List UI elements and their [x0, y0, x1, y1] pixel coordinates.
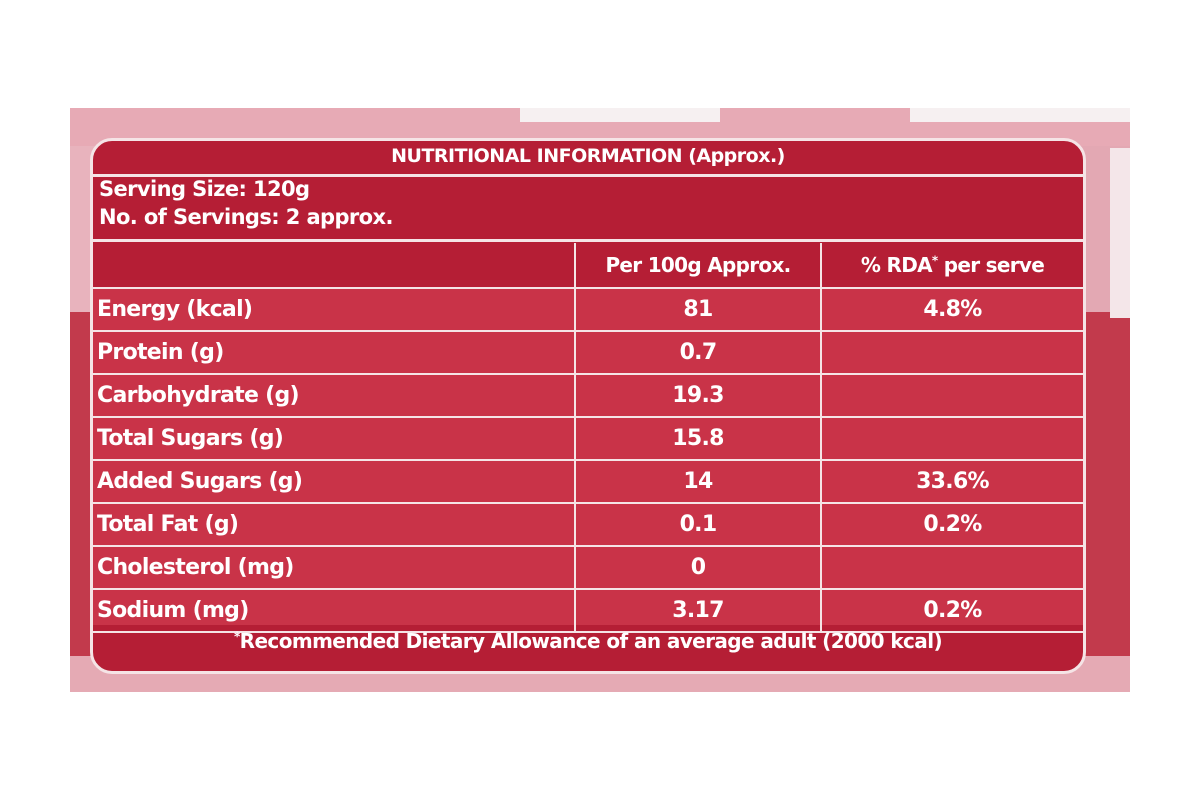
- per-100g-value: 0.7: [574, 330, 822, 375]
- rda-value: 0.2%: [820, 588, 1083, 633]
- rda-value: 0.2%: [820, 502, 1083, 547]
- label-title: NUTRITIONAL INFORMATION (Approx.): [391, 145, 785, 167]
- per-100g-value: 0.1: [574, 502, 822, 547]
- serving-size: Serving Size: 120g: [99, 177, 310, 201]
- nutrition-table-area: Per 100g Approx. % RDA* per serve Energy…: [93, 243, 1083, 633]
- servings-count: No. of Servings: 2 approx.: [99, 205, 393, 229]
- header-rda-suffix: per serve: [943, 253, 1045, 277]
- title-divider: [93, 174, 1083, 177]
- per-100g-value: 14: [574, 459, 822, 504]
- table-row: Protein (g) 0.7: [93, 330, 1083, 375]
- nutrition-label: NUTRITIONAL INFORMATION (Approx.) Servin…: [90, 138, 1086, 674]
- table-row: Carbohydrate (g) 19.3: [93, 373, 1083, 418]
- rda-value: 33.6%: [820, 459, 1083, 504]
- nutrient-name: Sodium (mg): [93, 588, 576, 633]
- nutrient-name: Total Sugars (g): [93, 416, 576, 461]
- per-100g-value: 15.8: [574, 416, 822, 461]
- header-rda-label: % RDA: [860, 253, 933, 277]
- serving-divider: [93, 239, 1083, 242]
- table-row: Energy (kcal) 81 4.8%: [93, 287, 1083, 332]
- per-100g-value: 81: [574, 287, 822, 332]
- table-row: Added Sugars (g) 14 33.6%: [93, 459, 1083, 504]
- per-100g-value: 19.3: [574, 373, 822, 418]
- nutrient-name: Carbohydrate (g): [93, 373, 576, 418]
- per-100g-value: 0: [574, 545, 822, 590]
- per-100g-value: 3.17: [574, 588, 822, 633]
- table-row: Total Sugars (g) 15.8: [93, 416, 1083, 461]
- rda-value: 4.8%: [820, 287, 1083, 332]
- table-row: Cholesterol (mg) 0: [93, 545, 1083, 590]
- nutrient-name: Total Fat (g): [93, 502, 576, 547]
- table-row: Sodium (mg) 3.17 0.2%: [93, 588, 1083, 633]
- footnote-text: Recommended Dietary Allowance of an aver…: [239, 629, 943, 653]
- rda-footnote: *Recommended Dietary Allowance of an ave…: [93, 629, 1083, 653]
- nutrient-name: Added Sugars (g): [93, 459, 576, 504]
- rda-value: [820, 416, 1083, 461]
- header-rda-marker: *: [931, 253, 938, 268]
- nutrient-name: Cholesterol (mg): [93, 545, 576, 590]
- table-header-row: Per 100g Approx. % RDA* per serve: [93, 243, 1083, 289]
- gingham-stripe: [1110, 148, 1130, 318]
- nutrition-table: Per 100g Approx. % RDA* per serve Energy…: [93, 243, 1083, 633]
- header-nutrient: [93, 243, 576, 289]
- gingham-stripe: [910, 108, 1130, 122]
- header-per-100g: Per 100g Approx.: [574, 243, 822, 289]
- rda-value: [820, 545, 1083, 590]
- rda-value: [820, 330, 1083, 375]
- rda-value: [820, 373, 1083, 418]
- table-row: Total Fat (g) 0.1 0.2%: [93, 502, 1083, 547]
- nutrient-name: Energy (kcal): [93, 287, 576, 332]
- footnote-marker: *: [233, 629, 240, 644]
- nutrient-name: Protein (g): [93, 330, 576, 375]
- gingham-stripe: [520, 108, 720, 122]
- header-rda: % RDA* per serve: [820, 243, 1083, 289]
